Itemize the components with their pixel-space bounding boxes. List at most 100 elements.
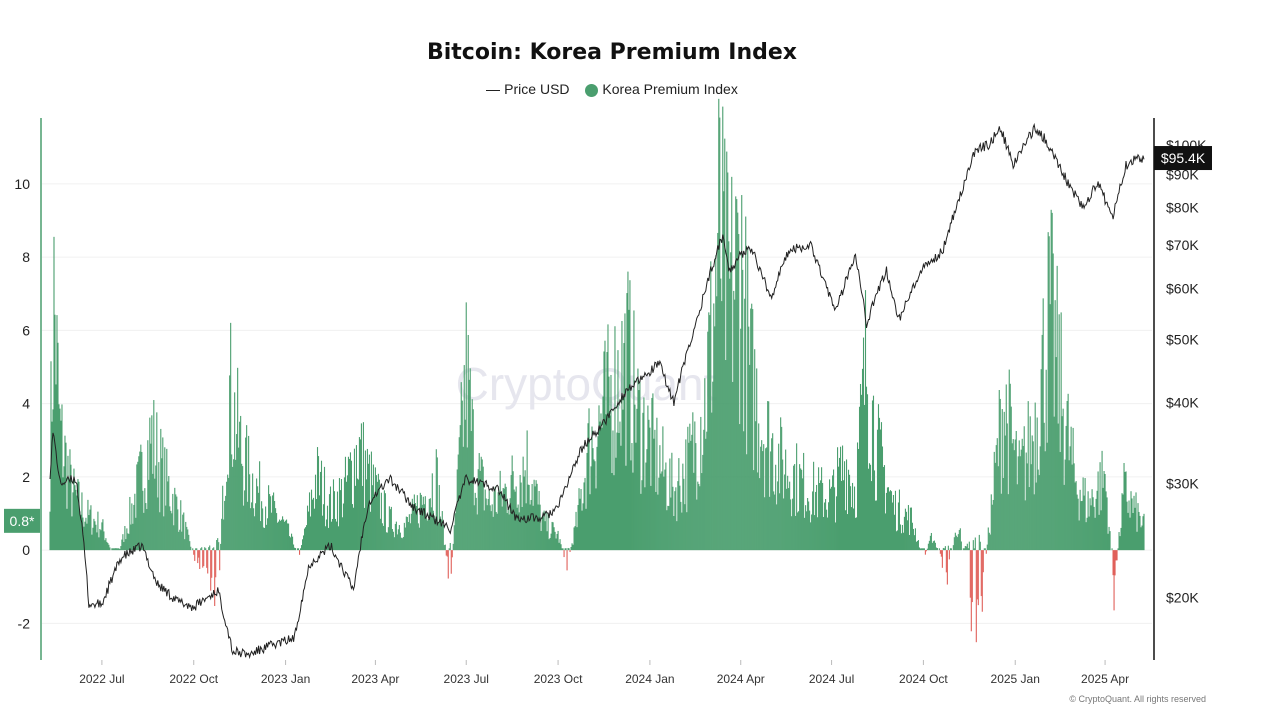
premium-bar (674, 491, 676, 551)
premium-bar (786, 488, 788, 551)
premium-bar (876, 429, 879, 551)
premium-bar (370, 451, 372, 551)
premium-bar (762, 451, 764, 551)
premium-bar (266, 524, 268, 551)
premium-bar (903, 516, 905, 551)
premium-bar (1063, 484, 1065, 551)
premium-bar (84, 521, 86, 551)
premium-bar (236, 434, 238, 551)
premium-bar (735, 196, 737, 551)
y-right-ticks: $20K$30K$40K$50K$60K$70K$80K$90K$100K (1166, 137, 1207, 605)
premium-bar (275, 508, 277, 551)
legend-item-price[interactable]: Price USD (486, 81, 570, 97)
premium-bar (145, 503, 147, 551)
premium-bar (353, 448, 355, 551)
premium-bar (54, 314, 56, 551)
premium-bar (1084, 478, 1086, 551)
premium-bar (557, 530, 559, 551)
premium-bar (805, 505, 807, 551)
legend-item-premium[interactable]: Korea Premium Index (585, 81, 738, 98)
legend: Price USD Korea Premium Index (0, 80, 1224, 97)
premium-bar (922, 548, 924, 551)
premium-bar (730, 252, 732, 551)
premium-bar (507, 508, 509, 551)
premium-bar (114, 548, 116, 551)
premium-bar (893, 514, 896, 551)
premium-bar (176, 496, 178, 551)
premium-bar (1115, 550, 1117, 561)
premium-bar (970, 550, 972, 632)
premium-bar (60, 420, 62, 551)
premium-bar (680, 501, 682, 551)
premium-bar (351, 504, 353, 551)
premium-bar (480, 456, 482, 551)
y-left-tick-label: 6 (22, 322, 30, 338)
premium-bar (223, 519, 225, 551)
premium-bar (105, 538, 107, 551)
chart-title: Bitcoin: Korea Premium Index (426, 40, 797, 65)
premium-bar (899, 524, 901, 551)
premium-bar (590, 466, 592, 551)
premium-bar (640, 493, 642, 551)
premium-bar (403, 522, 405, 551)
premium-bar (329, 486, 332, 551)
premium-bar (665, 462, 667, 551)
premium-bar (418, 527, 420, 551)
premium-bar (240, 415, 242, 551)
premium-bar (375, 475, 377, 551)
premium-bar (556, 533, 558, 551)
x-tick-label: 2024 Jan (625, 672, 674, 686)
premium-bar (1075, 481, 1077, 551)
premium-bar (70, 464, 72, 551)
premium-bar (1028, 487, 1030, 551)
y-left-tick-label: 8 (22, 249, 30, 265)
premium-bar (654, 429, 656, 551)
premium-bar (722, 106, 724, 551)
premium-bar (316, 447, 319, 551)
premium-bar (607, 324, 609, 551)
premium-bar (579, 498, 581, 551)
premium-bar (228, 477, 230, 551)
premium-bar (838, 466, 840, 551)
premium-bar (49, 511, 51, 551)
premium-bar (509, 498, 511, 551)
premium-bar (251, 502, 253, 551)
premium-bar (349, 452, 352, 551)
premium-bar (461, 400, 463, 551)
premium-bar (1007, 494, 1009, 551)
premium-bar (448, 548, 450, 551)
premium-bar (608, 376, 610, 551)
premium-bar (968, 541, 970, 551)
premium-bar (821, 467, 823, 551)
premium-bar (205, 548, 207, 551)
premium-bar (1014, 439, 1016, 551)
premium-bar (263, 527, 265, 551)
premium-bar (1022, 445, 1024, 551)
premium-bar (95, 524, 97, 551)
premium-bar (399, 532, 401, 551)
premium-bar (904, 508, 906, 551)
premium-bar (977, 550, 979, 606)
premium-bar (792, 498, 794, 551)
premium-bar (597, 436, 599, 551)
premium-bar (283, 519, 285, 551)
premium-bar (312, 497, 315, 551)
premium-bar (118, 548, 120, 551)
legend-label-premium: Korea Premium Index (602, 81, 738, 98)
premium-bar (397, 529, 399, 551)
premium-bar (839, 457, 841, 551)
premium-bar (737, 212, 739, 551)
premium-bar (868, 463, 871, 551)
premium-bar (1026, 463, 1028, 551)
premium-bar (196, 548, 198, 551)
premium-bar (532, 505, 534, 551)
premium-bar (1121, 493, 1123, 551)
premium-bar (436, 457, 438, 551)
y-right-tick-label: $60K (1166, 280, 1199, 296)
premium-bar (939, 550, 941, 554)
premium-bar (844, 510, 847, 551)
premium-bar (632, 472, 634, 551)
premium-bar (67, 455, 69, 551)
premium-bar (842, 445, 844, 551)
premium-bar (845, 459, 848, 551)
